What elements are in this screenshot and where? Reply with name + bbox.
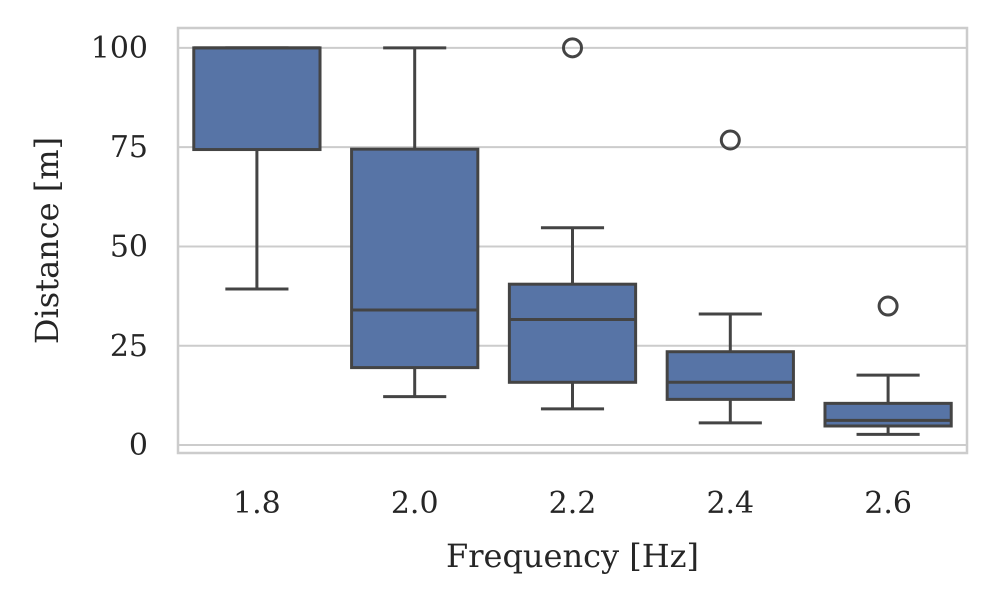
x-tick-label: 2.4 — [706, 486, 754, 521]
y-axis-label: Distance [m] — [28, 137, 66, 344]
tick-labels: 0 25 50 75 100 1.8 2.0 2.2 2.4 2.6 — [91, 31, 912, 521]
outlier-point — [562, 37, 583, 59]
y-tick-label: 0 — [129, 428, 148, 463]
x-axis-label: Frequency [Hz] — [446, 537, 699, 575]
box-group-2.4 — [665, 129, 795, 425]
outlier-point — [877, 295, 899, 317]
box-iqr — [192, 46, 322, 152]
box-group-2.2 — [507, 37, 638, 411]
box-group-2.0 — [350, 46, 480, 399]
outlier-point — [719, 129, 741, 151]
y-tick-label: 75 — [110, 130, 148, 165]
x-tick-label: 2.6 — [864, 486, 912, 521]
box-iqr — [350, 147, 480, 370]
box-group-2.6 — [823, 295, 953, 436]
box-iqr — [507, 282, 638, 384]
box-group-1.8 — [192, 46, 322, 291]
x-tick-label: 2.2 — [549, 486, 597, 521]
y-tick-label: 25 — [110, 329, 148, 364]
x-tick-label: 1.8 — [233, 486, 281, 521]
plot-frame — [176, 26, 969, 455]
box-iqr — [823, 401, 953, 428]
y-tick-label: 50 — [110, 229, 148, 264]
x-tick-label: 2.0 — [391, 486, 439, 521]
box-iqr — [665, 350, 795, 401]
boxes — [192, 37, 953, 436]
y-tick-label: 100 — [91, 31, 148, 66]
